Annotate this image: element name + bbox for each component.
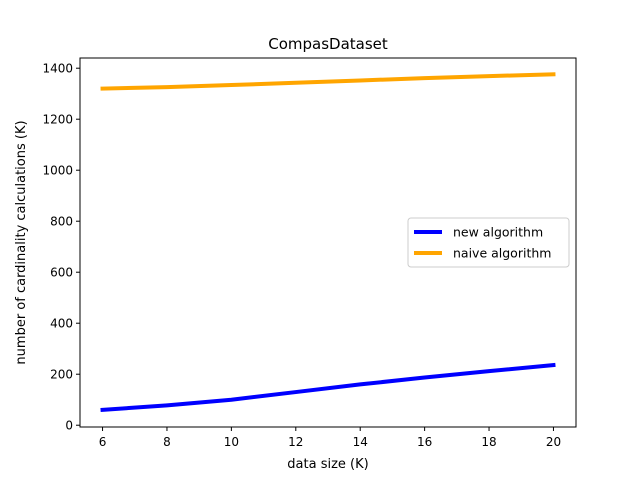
x-tick-label: 8 (163, 435, 171, 449)
series-lines (100, 72, 556, 413)
axes-frame (79, 57, 577, 428)
legend: new algorithm naive algorithm (407, 217, 570, 268)
y-axis-label: number of cardinality calculations (K) (14, 120, 29, 364)
x-tick-label: 16 (417, 435, 432, 449)
y-tick-label: 1200 (42, 113, 73, 127)
series-line-new-algorithm (100, 362, 556, 413)
y-tick-label: 600 (50, 266, 73, 280)
series-line-naive-algorithm (100, 72, 556, 91)
x-tick-label: 6 (99, 435, 107, 449)
y-tick-label: 0 (65, 419, 73, 433)
x-tick-label: 10 (224, 435, 239, 449)
plot-area: 6 8 10 12 14 16 18 20 0 200 400 600 800 1000 1200 1400 (42, 57, 577, 449)
chart-title: CompasDataset (268, 35, 388, 53)
x-axis-ticks: 6 8 10 12 14 16 18 20 (99, 427, 561, 449)
legend-label-naive-algorithm: naive algorithm (453, 246, 551, 261)
x-tick-label: 20 (546, 435, 561, 449)
y-tick-label: 200 (50, 368, 73, 382)
y-tick-label: 1400 (42, 62, 73, 76)
x-tick-label: 12 (288, 435, 303, 449)
y-tick-label: 1000 (42, 164, 73, 178)
x-tick-label: 18 (481, 435, 496, 449)
x-axis-label: data size (K) (287, 457, 368, 472)
y-tick-label: 400 (50, 317, 73, 331)
y-axis-ticks: 0 200 400 600 800 1000 1200 1400 (42, 62, 80, 433)
legend-label-new-algorithm: new algorithm (453, 225, 543, 240)
x-tick-label: 14 (353, 435, 368, 449)
y-tick-label: 800 (50, 215, 73, 229)
legend-box (407, 217, 570, 268)
